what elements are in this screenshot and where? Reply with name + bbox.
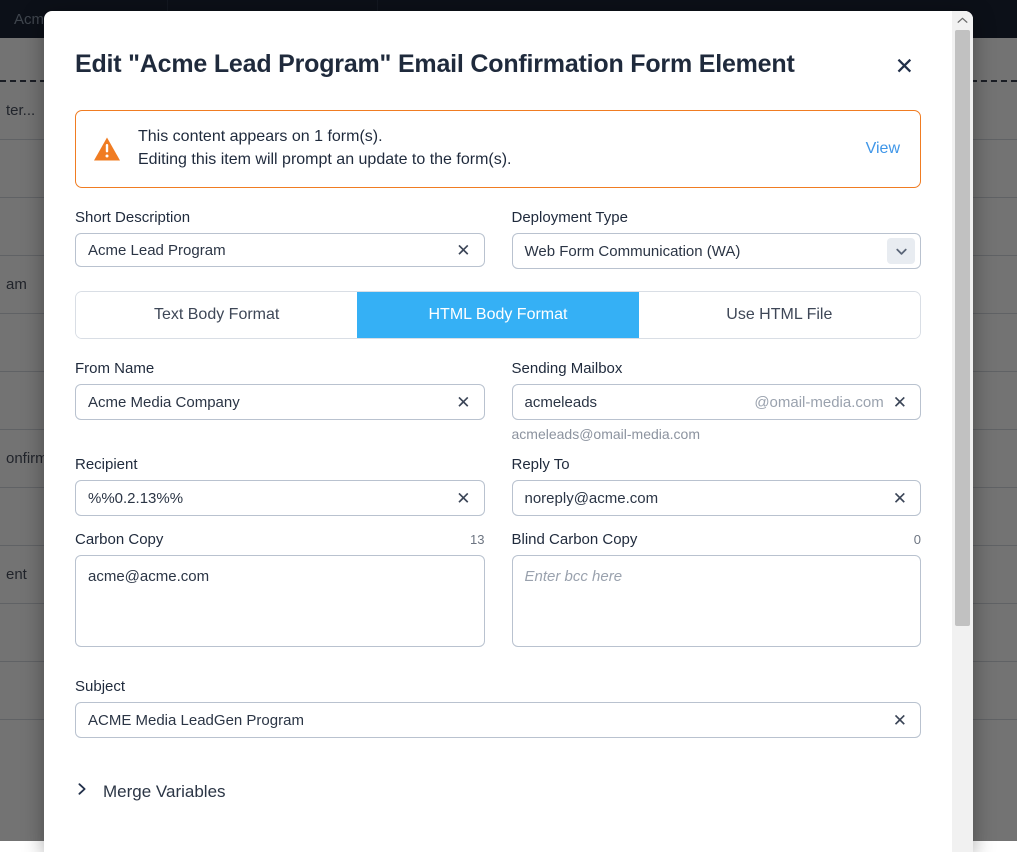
reply-to-input[interactable] [525,490,886,507]
view-forms-link[interactable]: View [854,140,900,158]
tab-use-html-file[interactable]: Use HTML File [639,292,920,338]
blind-carbon-copy-char-count: 0 [914,532,921,547]
deployment-type-select[interactable]: Web Form Communication (WA) [512,233,922,269]
sending-mailbox-input[interactable] [525,394,755,411]
field-blind-carbon-copy: Blind Carbon Copy 0 [512,531,922,652]
alert-message: This content appears on 1 form(s). Editi… [138,126,837,171]
row-recipient-replyto: Recipient ✕ Reply To ✕ [75,456,921,516]
form-usage-alert: This content appears on 1 form(s). Editi… [75,110,921,188]
row-cc-bcc: Carbon Copy 13 Blind Carbon Copy 0 [75,531,921,652]
clear-icon[interactable]: ✕ [449,391,477,414]
sending-mailbox-helper-text: acmeleads@omail-media.com [512,426,922,442]
field-sending-mailbox: Sending Mailbox @omail-media.com ✕ acmel… [512,360,922,442]
modal-scrollbar[interactable] [952,11,973,852]
field-reply-to: Reply To ✕ [512,456,922,516]
scrollbar-thumb[interactable] [955,30,970,626]
modal-header: Edit "Acme Lead Program" Email Confirmat… [75,11,921,82]
carbon-copy-textarea[interactable] [75,555,485,647]
alert-line-2: Editing this item will prompt an update … [138,149,837,172]
subject-input[interactable] [88,712,886,729]
row-description-deployment: Short Description ✕ Deployment Type Web … [75,209,921,269]
reply-to-label: Reply To [512,456,922,473]
edit-email-element-modal: Edit "Acme Lead Program" Email Confirmat… [44,11,973,852]
subject-label: Subject [75,678,921,695]
clear-icon[interactable]: ✕ [886,391,914,414]
merge-variables-toggle[interactable]: Merge Variables [75,781,921,802]
short-description-input[interactable] [88,242,449,259]
scroll-up-icon[interactable] [952,11,973,30]
field-short-description: Short Description ✕ [75,209,485,269]
sending-mailbox-label: Sending Mailbox [512,360,922,377]
alert-line-1: This content appears on 1 form(s). [138,126,837,149]
deployment-type-value: Web Form Communication (WA) [525,243,741,260]
merge-variables-label: Merge Variables [103,782,226,802]
deployment-type-label: Deployment Type [512,209,922,226]
short-description-input-wrap[interactable]: ✕ [75,233,485,267]
blind-carbon-copy-label: Blind Carbon Copy 0 [512,531,922,548]
short-description-label: Short Description [75,209,485,226]
reply-to-input-wrap[interactable]: ✕ [512,480,922,516]
field-from-name: From Name ✕ [75,360,485,442]
field-carbon-copy: Carbon Copy 13 [75,531,485,652]
warning-triangle-icon [93,136,121,162]
clear-icon[interactable]: ✕ [886,709,914,732]
field-deployment-type: Deployment Type Web Form Communication (… [512,209,922,269]
page-title: Edit "Acme Lead Program" Email Confirmat… [75,49,795,79]
tab-html-body-format[interactable]: HTML Body Format [357,292,638,338]
close-icon[interactable]: ✕ [889,51,920,82]
carbon-copy-char-count: 13 [470,532,484,547]
clear-icon[interactable]: ✕ [886,487,914,510]
sending-mailbox-input-wrap[interactable]: @omail-media.com ✕ [512,384,922,420]
field-recipient: Recipient ✕ [75,456,485,516]
from-name-label: From Name [75,360,485,377]
recipient-input[interactable] [88,490,449,507]
clear-icon[interactable]: ✕ [449,487,477,510]
row-from-mailbox: From Name ✕ Sending Mailbox @omail-media… [75,360,921,442]
tab-text-body-format[interactable]: Text Body Format [76,292,357,338]
chevron-right-icon [75,781,89,802]
body-format-tabs: Text Body Format HTML Body Format Use HT… [75,291,921,339]
clear-icon[interactable]: ✕ [449,239,477,262]
blind-carbon-copy-textarea[interactable] [512,555,922,647]
mailbox-domain-suffix: @omail-media.com [754,394,885,411]
subject-input-wrap[interactable]: ✕ [75,702,921,738]
carbon-copy-label: Carbon Copy 13 [75,531,485,548]
modal-scroll-content: Edit "Acme Lead Program" Email Confirmat… [44,11,952,852]
from-name-input-wrap[interactable]: ✕ [75,384,485,420]
chevron-down-icon[interactable] [887,238,915,264]
recipient-input-wrap[interactable]: ✕ [75,480,485,516]
recipient-label: Recipient [75,456,485,473]
from-name-input[interactable] [88,394,449,411]
field-subject: Subject ✕ [75,678,921,738]
